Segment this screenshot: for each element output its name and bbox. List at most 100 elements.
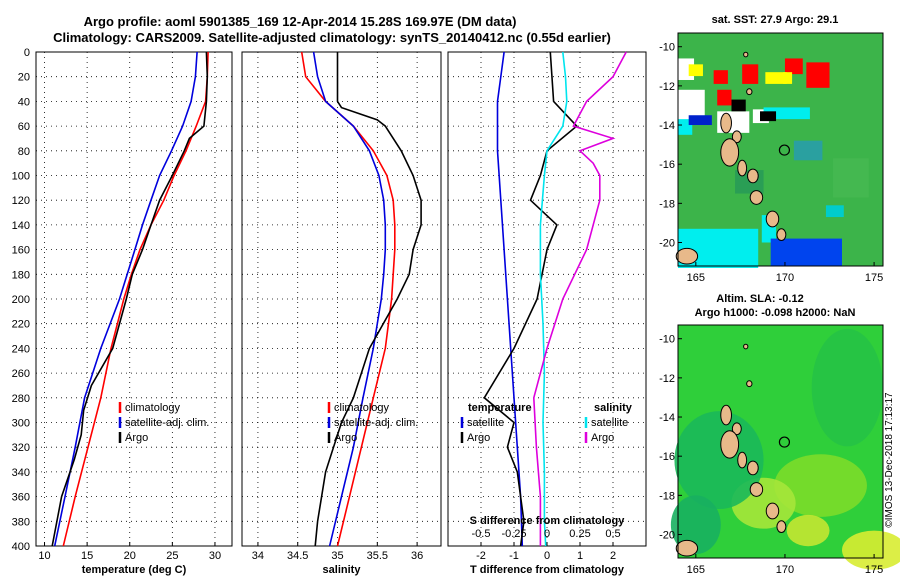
salinity-axis-label: S difference from climatology [470,515,626,527]
sla-title-line2: Argo h1000: -0.098 h2000: NaN [695,307,856,319]
temperature-panel: 10 15 20 25 30 temperature (deg C) 0 20 40 60 80 10… [12,47,233,576]
sst-cell [765,72,787,84]
lat-tick-label: -16 [659,159,675,171]
island [731,422,742,436]
x-tick-label: 0 [544,550,550,562]
depth-tick-label: 20 [18,72,30,84]
legend-label: climatology [125,402,181,414]
lat-tick-label: -14 [659,412,675,424]
salinity-panel: 34 34.5 35 35.5 36 salinity climatology satelli… [241,51,442,576]
series-line-t-satellite [496,51,524,547]
island [747,460,759,476]
depth-tick-label: 340 [12,467,30,479]
salinity-tick-label: 0 [544,528,550,540]
salinity-tick-label: -0.5 [472,528,491,540]
sst-cell [742,64,759,84]
series-line-satellite-adj-clim- [53,51,198,547]
depth-tick-label: 300 [12,418,30,430]
x-tick-label: 35.5 [367,550,388,562]
lat-tick-label: -10 [659,334,675,346]
legend-label: satellite-adj. clim. [125,417,209,429]
sst-cell [688,115,712,126]
series-line-argo [51,51,209,547]
sla-patch [774,454,867,517]
sst-cell [763,107,810,120]
difference-panel: -2 -1 0 1 2 T difference from climatology -0.5… [447,51,647,576]
depth-tick-label: 200 [12,294,30,306]
sst-cell [784,58,803,75]
sla-map: -10 -12 -14 -16 -18 -20 165 170 175 [659,324,900,576]
island [731,130,742,144]
island [720,404,732,426]
sla-patch [670,495,721,555]
legend-title-temperature: temperature [468,402,532,414]
island [747,168,759,184]
sst-cell [825,205,844,218]
depth-tick-label: 320 [12,442,30,454]
series-line-climatology [62,51,209,547]
lon-tick-label: 175 [865,272,883,284]
depth-tick-label: 180 [12,269,30,281]
lat-tick-label: -18 [659,490,675,502]
legend-label: satellite [467,417,504,429]
x-axis-label: salinity [323,564,362,576]
depth-tick-label: 80 [18,146,30,158]
island [720,138,740,167]
series-line-s-satellite [539,51,568,547]
x-tick-label: 1 [577,550,583,562]
depth-tick-label: 100 [12,171,30,183]
legend-label: Argo [125,432,148,444]
salinity-tick-label: 0.25 [569,528,590,540]
depth-tick-label: 360 [12,492,30,504]
x-tick-label: 34.5 [287,550,308,562]
island [675,539,699,557]
sla-patch [811,328,883,447]
sst-cell [760,111,777,122]
x-tick-label: -2 [476,550,486,562]
series-line-satellite-adj-clim- [312,51,387,547]
map-frame [677,32,884,267]
x-tick-label: 30 [209,550,221,562]
legend-label: Argo [334,432,357,444]
plot-frame [241,51,442,547]
x-tick-label: 35 [331,550,343,562]
island [765,210,780,228]
figure-title-line1: Argo profile: aoml 5901385_169 12-Apr-20… [84,14,517,29]
x-tick-label: 20 [124,550,136,562]
depth-tick-label: 60 [18,121,30,133]
series-line-argo [314,52,422,547]
depth-tick-label: 160 [12,245,30,257]
legend-label: Argo [467,432,490,444]
island [776,228,787,242]
island [743,51,749,58]
lat-tick-label: -10 [659,42,675,54]
legend-label: satellite [591,417,628,429]
legend-label: Argo [591,432,614,444]
island [675,247,699,265]
legend-label: satellite-adj. clim. [334,417,418,429]
island [737,451,748,469]
sla-patch [674,411,764,510]
lat-tick-label: -12 [659,81,675,93]
sst-cell [806,62,830,88]
series-line-t-argo [483,51,578,547]
island [720,112,732,134]
figure-title-line2: Climatology: CARS2009. Satellite-adjuste… [53,30,611,45]
x-tick-label: 2 [610,550,616,562]
lat-tick-label: -12 [659,373,675,385]
imos-stamp: ©IMOS 13-Dec-2018 17:13:17 [884,392,895,528]
island [743,343,749,350]
sst-cell [770,238,842,266]
lon-tick-label: 175 [865,564,883,576]
sst-cell [717,89,732,106]
depth-tick-label: 280 [12,393,30,405]
lat-tick-label: -18 [659,198,675,210]
x-tick-label: -1 [509,550,519,562]
lon-tick-label: 170 [776,564,794,576]
sst-cell [731,99,746,112]
sst-cell [783,72,793,84]
island [737,159,748,177]
lat-tick-label: -20 [659,238,675,250]
legend-label: climatology [334,402,390,414]
depth-tick-label: 120 [12,195,30,207]
